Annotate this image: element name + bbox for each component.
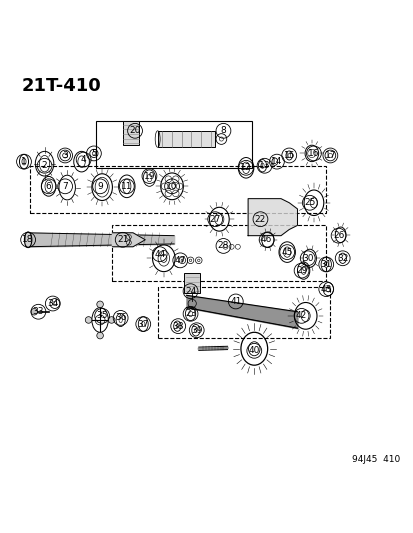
Text: 22: 22 — [254, 215, 266, 224]
Text: 38: 38 — [172, 321, 183, 330]
Text: 23: 23 — [185, 309, 196, 318]
Ellipse shape — [95, 177, 109, 197]
Ellipse shape — [158, 251, 169, 266]
Bar — [157, 287, 330, 338]
Circle shape — [97, 332, 103, 339]
Polygon shape — [247, 199, 297, 236]
Text: 24: 24 — [185, 287, 196, 296]
Ellipse shape — [24, 232, 32, 248]
Text: 1: 1 — [21, 157, 27, 166]
Text: 7: 7 — [62, 182, 68, 191]
Text: 14: 14 — [271, 157, 282, 166]
Text: 42: 42 — [295, 311, 306, 320]
Text: 36: 36 — [115, 313, 126, 322]
Text: 41: 41 — [230, 297, 241, 306]
Text: 27: 27 — [209, 215, 221, 224]
Text: 18: 18 — [22, 235, 34, 244]
Text: 31: 31 — [320, 260, 331, 269]
Text: 40: 40 — [248, 346, 259, 356]
Text: 21: 21 — [117, 235, 128, 244]
Text: 5: 5 — [91, 149, 97, 158]
Text: 43: 43 — [320, 285, 331, 294]
Text: 13: 13 — [258, 161, 270, 170]
Text: 46: 46 — [260, 235, 272, 244]
Text: 20: 20 — [129, 126, 140, 135]
Text: 6: 6 — [46, 182, 52, 191]
Text: 45: 45 — [281, 248, 292, 256]
Text: 10: 10 — [166, 182, 177, 191]
Circle shape — [97, 301, 103, 308]
Text: 29: 29 — [295, 266, 306, 275]
Text: 12: 12 — [240, 163, 251, 172]
Text: 9: 9 — [97, 182, 103, 191]
Text: 25: 25 — [304, 198, 315, 207]
Text: 2: 2 — [42, 161, 47, 170]
Text: 44: 44 — [154, 249, 165, 259]
Text: 39: 39 — [190, 326, 202, 335]
Text: 33: 33 — [33, 307, 44, 316]
Text: 94J45  410: 94J45 410 — [351, 455, 399, 464]
Text: 8: 8 — [220, 126, 226, 135]
Bar — [30, 166, 325, 213]
Text: 37: 37 — [137, 320, 149, 328]
Circle shape — [108, 317, 115, 323]
Bar — [96, 120, 252, 168]
Text: 11: 11 — [121, 182, 132, 191]
Bar — [157, 131, 215, 147]
Text: 15: 15 — [283, 151, 294, 160]
Text: 34: 34 — [47, 299, 58, 308]
Circle shape — [31, 309, 38, 315]
Text: 47: 47 — [174, 256, 185, 265]
Text: 17: 17 — [324, 151, 335, 160]
Text: 4: 4 — [81, 155, 86, 164]
Text: 21T-410: 21T-410 — [22, 77, 102, 95]
Polygon shape — [112, 233, 145, 247]
Bar — [122, 120, 139, 145]
Text: 28: 28 — [217, 241, 228, 251]
Text: 3: 3 — [62, 151, 68, 160]
Circle shape — [85, 317, 92, 323]
Text: 30: 30 — [301, 254, 313, 263]
Bar — [184, 273, 199, 293]
Text: 35: 35 — [96, 311, 108, 320]
Text: 32: 32 — [336, 254, 348, 263]
Text: 19: 19 — [143, 172, 155, 181]
Text: 26: 26 — [332, 231, 344, 240]
Bar — [112, 225, 325, 281]
Text: 16: 16 — [307, 149, 319, 158]
